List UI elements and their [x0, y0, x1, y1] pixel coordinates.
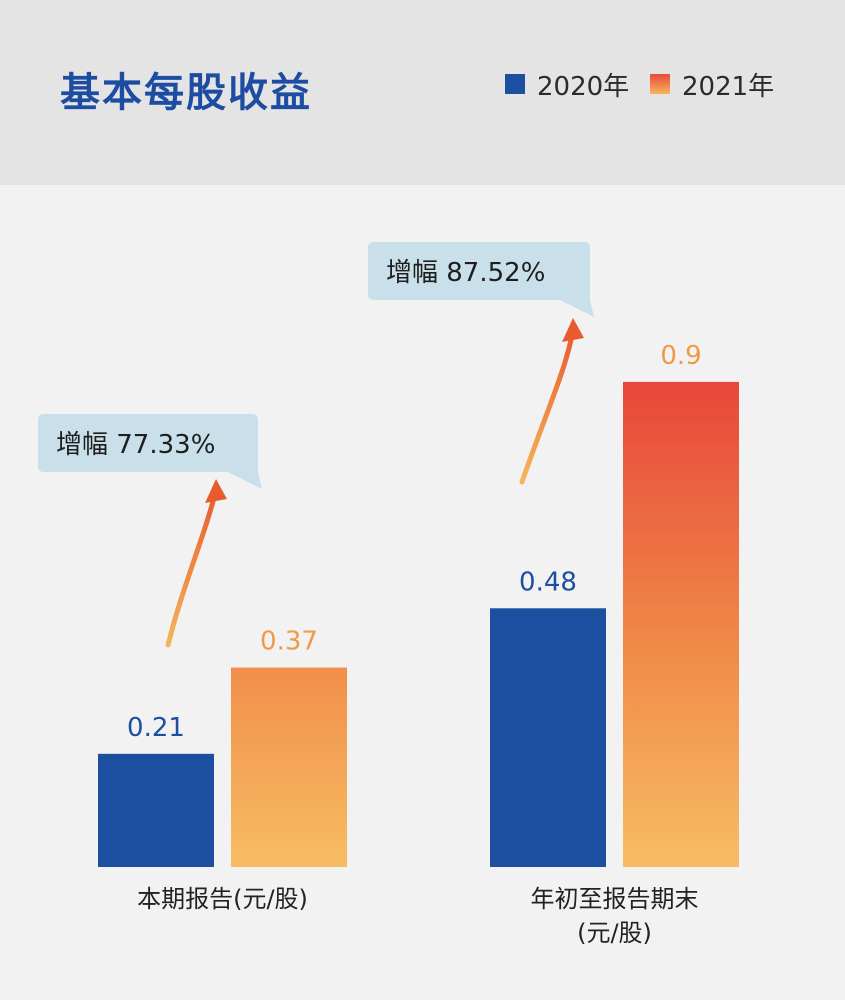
growth-bubble-0: [38, 414, 262, 489]
value-label-2021-cat1: 0.9: [660, 341, 701, 371]
category-label-1: 年初至报告期末(元/股): [531, 885, 699, 947]
bars-group: [98, 381, 739, 867]
growth-arrowhead-1: [562, 318, 584, 342]
bar-2020-cat1: [490, 608, 606, 867]
growth-arrowhead-0: [205, 479, 227, 503]
legend-item-2020: 2020年: [505, 68, 630, 102]
growth-arrow-0: [165, 487, 219, 648]
legend-label-2021: 2021年: [682, 71, 775, 102]
growth-bubble-1: [368, 242, 594, 317]
labels-group: 0.21 0.37 本期报告(元/股) 0.48 0.9 年初至报告期末(元/股): [127, 341, 702, 947]
legend-label-2020: 2020年: [537, 71, 630, 102]
bar-chart: 增幅 77.33% 增幅 87.52% 0.21 0.37 本期报告(元/股) 0.48…: [38, 242, 739, 947]
value-label-2020-cat0: 0.21: [127, 713, 185, 743]
bar-2021-cat1: [623, 381, 739, 867]
category-label-0: 本期报告(元/股): [137, 885, 308, 913]
growth-label-0: 增幅 77.33%: [56, 430, 215, 460]
growth-label-1: 增幅 87.52%: [386, 258, 545, 288]
value-label-2020-cat1: 0.48: [519, 567, 577, 597]
legend-swatch-2021: [650, 74, 670, 94]
value-label-2021-cat0: 0.37: [260, 627, 318, 657]
bar-2021-cat0: [231, 667, 347, 867]
legend-item-2021: 2021年: [650, 68, 775, 102]
header-band: 基本每股收益 2020年 2021年: [0, 0, 845, 185]
bar-2020-cat0: [98, 753, 214, 867]
legend-swatch-2020: [505, 74, 525, 94]
chart-title: 基本每股收益: [60, 70, 312, 116]
growth-arrow-1: [519, 327, 576, 485]
growth-callouts: 增幅 77.33% 增幅 87.52%: [38, 242, 594, 648]
